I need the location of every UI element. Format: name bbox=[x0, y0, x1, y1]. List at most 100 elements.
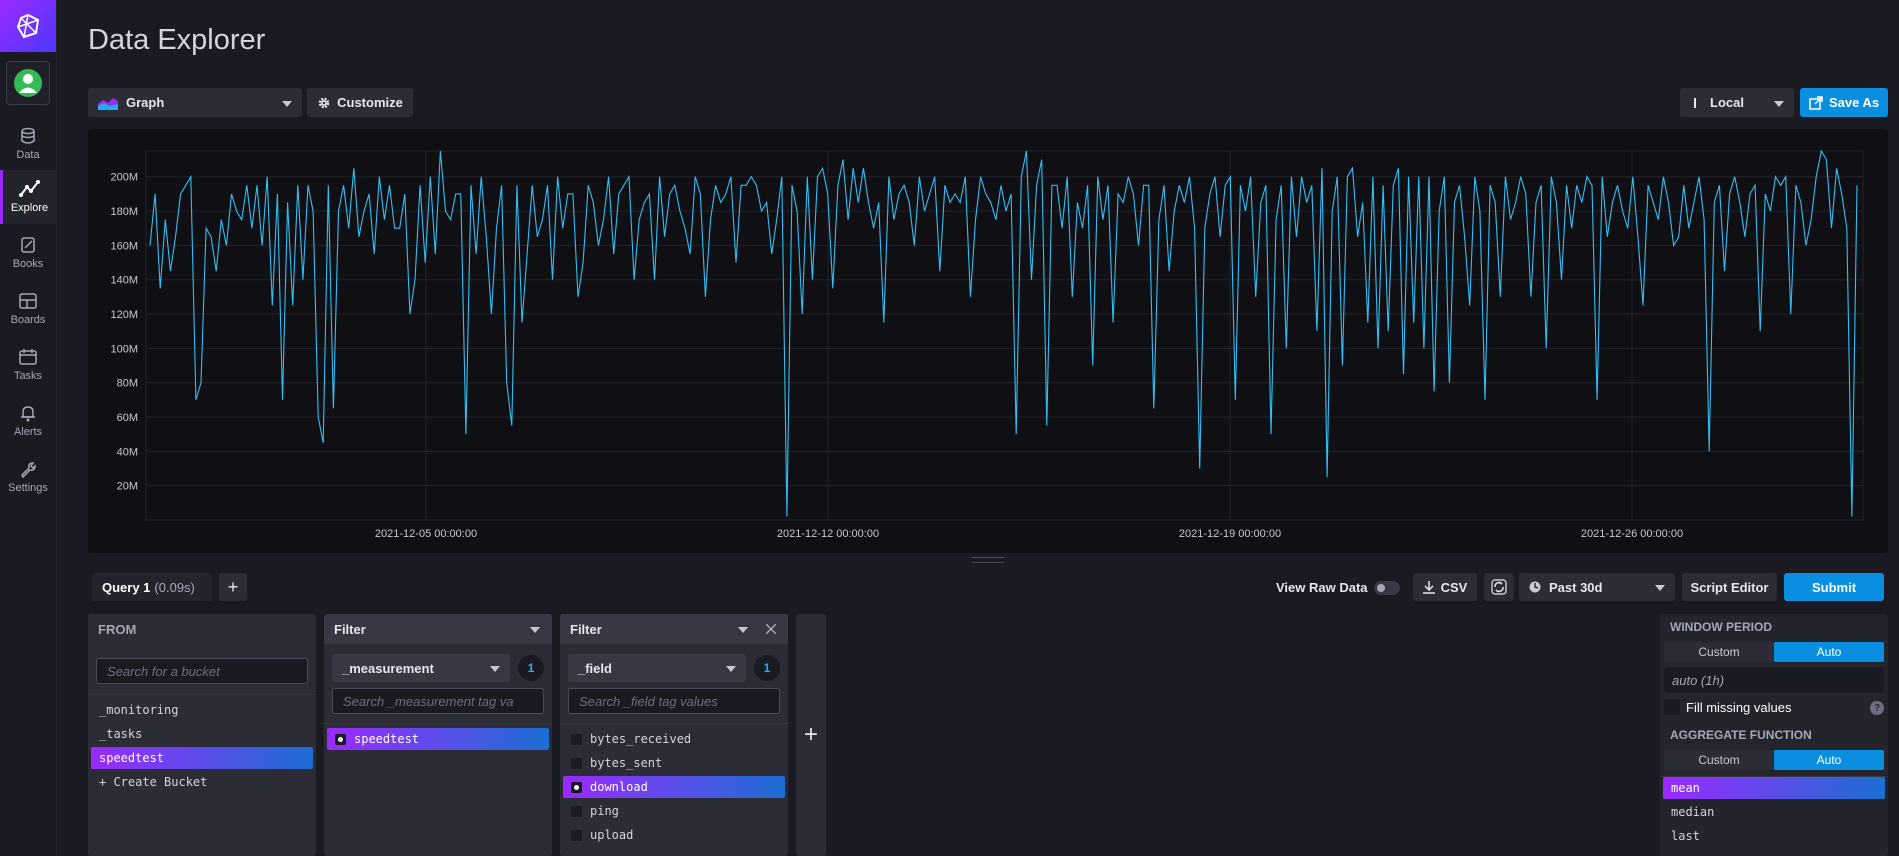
clock-icon bbox=[1529, 581, 1541, 593]
tag-value-selected[interactable]: download bbox=[563, 776, 785, 798]
csv-button[interactable]: CSV bbox=[1413, 573, 1477, 601]
tag-value-label: speedtest bbox=[354, 732, 420, 746]
plus-icon: + bbox=[227, 576, 239, 597]
query-tab[interactable]: Query 1 (0.09s) bbox=[92, 573, 212, 601]
aggregate-auto-option[interactable]: Auto bbox=[1774, 750, 1884, 770]
nav-books[interactable]: Books bbox=[0, 226, 56, 280]
tag-value[interactable]: upload bbox=[563, 824, 785, 846]
aggregate-function[interactable]: median bbox=[1671, 805, 1715, 819]
influx-logo-icon bbox=[16, 13, 40, 39]
save-as-button[interactable]: Save As bbox=[1800, 88, 1888, 117]
nav-alerts[interactable]: Alerts bbox=[0, 394, 56, 448]
customize-button[interactable]: Customize bbox=[307, 88, 413, 117]
plus-icon: + bbox=[803, 721, 818, 748]
resize-handle[interactable] bbox=[972, 557, 1004, 563]
window-period-input[interactable]: auto (1h) bbox=[1664, 667, 1884, 693]
bell-icon bbox=[21, 406, 35, 422]
csv-label: CSV bbox=[1440, 579, 1468, 595]
script-editor-button[interactable]: Script Editor bbox=[1682, 573, 1777, 601]
help-icon[interactable]: ? bbox=[1870, 701, 1884, 715]
tag-value-selected[interactable]: speedtest bbox=[327, 728, 549, 750]
chevron-down-icon bbox=[282, 100, 292, 107]
nav-data[interactable]: Data bbox=[0, 117, 56, 171]
checkbox bbox=[571, 757, 582, 769]
bucket-item[interactable]: _tasks bbox=[99, 727, 143, 741]
tag-value-label: bytes_sent bbox=[590, 756, 663, 770]
filter-header[interactable]: Filter bbox=[560, 614, 788, 644]
tag-value[interactable]: bytes_sent bbox=[563, 752, 785, 774]
from-panel: FROM Search for a bucket _monitoring _ta… bbox=[88, 614, 316, 856]
filter-key-dropdown[interactable]: _field bbox=[568, 654, 746, 682]
save-as-label: Save As bbox=[1828, 95, 1880, 110]
graph-panel: 20M 40M 60M 80M 100M 120M 140M 160M 180M 200M 2021… bbox=[88, 129, 1888, 553]
nav-label: Data bbox=[16, 149, 40, 161]
x-tick-label: 2021-12-19 00:00:00 bbox=[1179, 528, 1281, 540]
filter-key-dropdown[interactable]: _measurement bbox=[332, 654, 510, 682]
submit-label: Submit bbox=[1811, 579, 1857, 595]
submit-button[interactable]: Submit bbox=[1784, 573, 1884, 601]
y-tick-label: 180M bbox=[110, 206, 138, 218]
nav-label: Explore bbox=[10, 202, 49, 214]
y-tick-label: 40M bbox=[117, 446, 138, 458]
y-tick-label: 80M bbox=[117, 378, 138, 390]
nav-settings[interactable]: Settings bbox=[0, 450, 56, 504]
time-range-dropdown[interactable]: Past 30d bbox=[1519, 573, 1675, 601]
bucket-search-input[interactable]: Search for a bucket bbox=[96, 658, 308, 684]
aggregate-function-label: AGGREGATE FUNCTION bbox=[1670, 728, 1812, 742]
aggregate-function[interactable]: last bbox=[1671, 829, 1700, 843]
aggregate-function-selected[interactable]: mean bbox=[1663, 777, 1885, 799]
chevron-down-icon bbox=[1774, 100, 1784, 107]
refresh-button[interactable] bbox=[1484, 573, 1514, 601]
refresh-icon bbox=[1491, 579, 1507, 595]
add-filter-button[interactable]: + bbox=[796, 614, 826, 856]
aggregate-toggle[interactable]: Custom Auto bbox=[1664, 750, 1884, 770]
close-icon[interactable] bbox=[766, 624, 776, 634]
window-custom-option[interactable]: Custom bbox=[1698, 645, 1740, 659]
add-query-button[interactable]: + bbox=[219, 573, 247, 601]
bucket-item-selected[interactable]: speedtest bbox=[91, 747, 313, 769]
aggregate-custom-option[interactable]: Custom bbox=[1698, 753, 1740, 767]
checkbox bbox=[571, 781, 582, 793]
pin-icon bbox=[1694, 97, 1696, 108]
view-raw-toggle[interactable] bbox=[1374, 581, 1400, 595]
window-period-toggle[interactable]: Custom Auto bbox=[1664, 642, 1884, 662]
nav-boards[interactable]: Boards bbox=[0, 282, 56, 336]
bucket-item[interactable]: _monitoring bbox=[99, 703, 179, 717]
window-period-label: WINDOW PERIOD bbox=[1670, 620, 1772, 634]
y-tick-label: 20M bbox=[117, 481, 138, 493]
divider bbox=[560, 723, 788, 724]
timezone-dropdown[interactable]: Local bbox=[1680, 88, 1794, 117]
tag-search-input[interactable]: Search _field tag values bbox=[568, 688, 780, 714]
nav-explore[interactable]: Explore bbox=[0, 170, 56, 224]
window-auto-option[interactable]: Auto bbox=[1774, 642, 1884, 662]
fill-missing-checkbox[interactable] bbox=[1664, 699, 1680, 715]
vis-type-dropdown[interactable]: Graph bbox=[88, 88, 302, 117]
x-tick-label: 2021-12-26 00:00:00 bbox=[1581, 528, 1683, 540]
nav-label: Books bbox=[12, 258, 44, 270]
y-tick-label: 120M bbox=[110, 309, 138, 321]
toggle-knob bbox=[1377, 584, 1385, 592]
nav-label: Alerts bbox=[13, 426, 43, 438]
line-chart[interactable]: 20M 40M 60M 80M 100M 120M 140M 160M 180M 200M 2021… bbox=[88, 129, 1888, 553]
notebook-icon bbox=[21, 237, 35, 253]
y-tick-label: 200M bbox=[110, 172, 138, 184]
nav-tasks[interactable]: Tasks bbox=[0, 338, 56, 392]
filter-header-label: Filter bbox=[570, 621, 602, 637]
left-nav: Data Explore Books Boards Tasks Alerts S… bbox=[0, 0, 57, 856]
chevron-down-icon bbox=[490, 666, 500, 672]
series-line[interactable] bbox=[149, 149, 1858, 517]
tag-search-input[interactable]: Search _measurement tag va bbox=[332, 688, 544, 714]
tag-value[interactable]: bytes_received bbox=[563, 728, 785, 750]
from-header: FROM bbox=[88, 614, 316, 644]
script-editor-label: Script Editor bbox=[1690, 579, 1769, 595]
x-tick-label: 2021-12-12 00:00:00 bbox=[777, 528, 879, 540]
app-logo[interactable] bbox=[0, 0, 56, 52]
tag-value[interactable]: ping bbox=[563, 800, 785, 822]
create-bucket-item[interactable]: + Create Bucket bbox=[99, 775, 208, 789]
checkbox bbox=[571, 805, 582, 817]
avatar[interactable] bbox=[6, 61, 50, 105]
divider bbox=[88, 694, 316, 695]
tag-value-label: upload bbox=[590, 828, 634, 842]
graph-icon bbox=[18, 180, 40, 197]
filter-header[interactable]: Filter bbox=[324, 614, 552, 644]
